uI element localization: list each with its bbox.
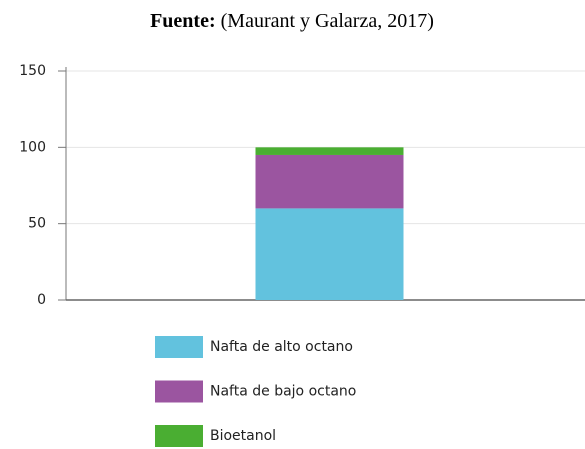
y-tick-label: 100 [19,139,46,155]
y-tick-label: 0 [37,292,46,308]
source: (Maurant y Galarza, 2017) [221,10,434,32]
legend-swatch [155,336,203,358]
legend-label: Bioetanol [210,428,276,444]
y-tick-label: 50 [28,216,46,232]
bar-segment [255,154,404,209]
y-tick-label: 150 [19,63,46,79]
bar-segment [255,147,404,155]
legend-label: Nafta de bajo octano [210,384,356,400]
legend-swatch [155,380,203,403]
bar-segment [255,208,404,300]
legend-label: Nafta de alto octano [210,339,353,355]
chart-caption: Fuente: (Maurant y Galarza, 2017) [150,10,434,32]
source-label: Fuente: [150,10,216,32]
legend-swatch [155,425,203,447]
